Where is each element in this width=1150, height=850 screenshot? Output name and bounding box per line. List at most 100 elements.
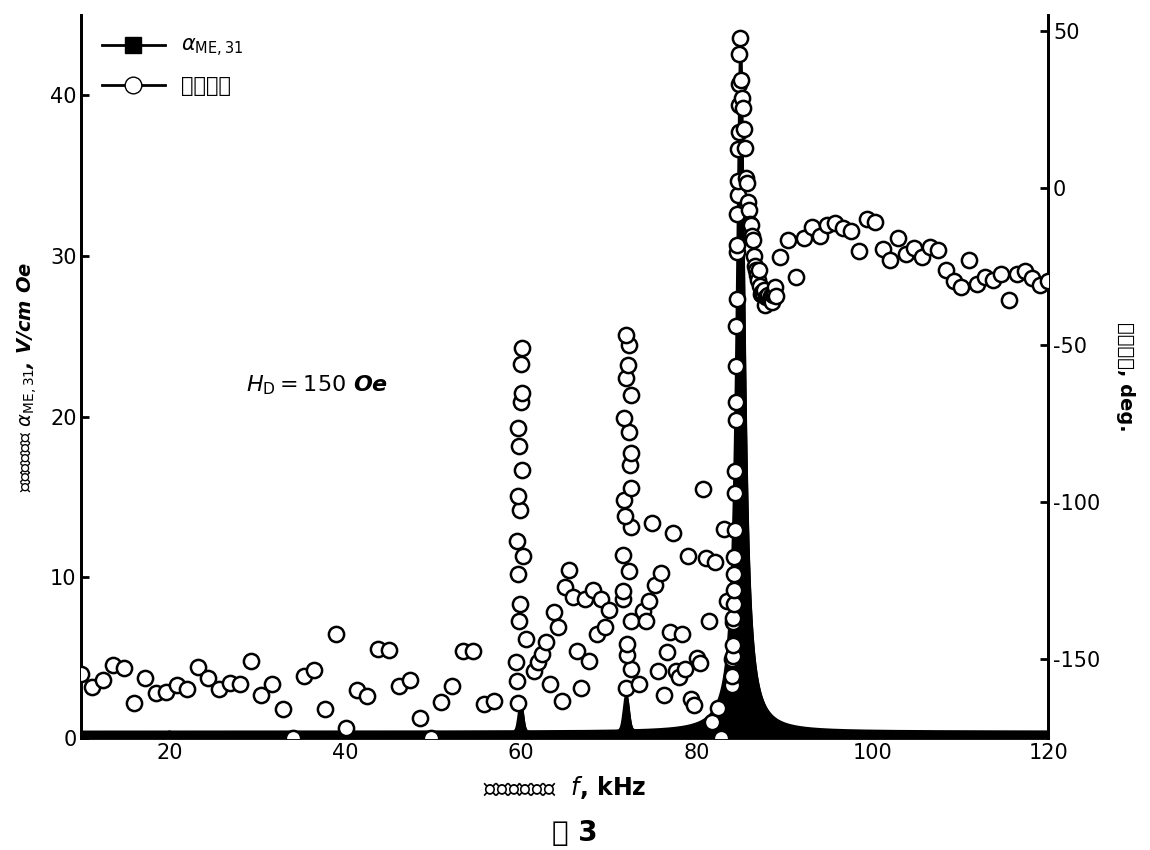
Point (748, 268, 766, 281)
Point (739, 203, 758, 217)
Point (905, 241, 923, 255)
Point (697, 552, 715, 565)
Point (1024, 271, 1042, 285)
Point (743, 229, 761, 242)
Point (669, 670, 688, 683)
Point (723, 649, 742, 663)
Point (511, 598, 529, 611)
Point (93, 673, 112, 687)
Point (189, 660, 207, 674)
Point (622, 614, 641, 627)
Point (616, 371, 635, 385)
Point (552, 694, 570, 708)
Point (616, 509, 635, 523)
Point (115, 661, 133, 675)
Point (760, 292, 779, 306)
Point (400, 673, 419, 687)
Point (614, 584, 632, 598)
Point (741, 217, 759, 230)
Point (803, 220, 821, 234)
Point (622, 662, 641, 676)
Point (1032, 278, 1050, 292)
Point (347, 683, 366, 696)
Point (508, 567, 527, 581)
Point (787, 270, 805, 284)
Point (443, 679, 461, 693)
Point (327, 627, 345, 641)
Point (485, 694, 504, 708)
Point (619, 358, 637, 371)
Point (146, 686, 164, 700)
Point (511, 439, 529, 453)
Point (759, 288, 777, 302)
Point (728, 238, 746, 252)
Point (560, 564, 578, 577)
Point (584, 583, 603, 597)
Point (710, 701, 728, 715)
Point (706, 555, 724, 569)
Point (727, 395, 745, 409)
Point (72, 667, 91, 681)
Point (509, 489, 528, 502)
Point (1015, 264, 1034, 278)
Point (968, 278, 987, 292)
Point (508, 674, 527, 688)
Point (960, 253, 979, 267)
Point (380, 643, 398, 656)
Point (620, 426, 638, 439)
Point (718, 594, 736, 608)
Point (618, 681, 636, 694)
Point (252, 688, 270, 702)
Point (881, 253, 899, 267)
Point (508, 422, 527, 435)
Point (850, 245, 868, 258)
Point (369, 642, 388, 655)
Point (730, 31, 749, 45)
Point (664, 526, 682, 540)
Point (614, 548, 632, 562)
Point (622, 481, 641, 495)
Point (795, 231, 813, 245)
Point (728, 245, 746, 258)
Point (722, 678, 741, 692)
Point (588, 627, 606, 641)
Point (507, 654, 526, 668)
Point (513, 463, 531, 477)
Point (512, 357, 530, 371)
Point (889, 231, 907, 245)
Point (724, 583, 743, 597)
Point (557, 581, 575, 594)
Point (826, 217, 844, 230)
Point (316, 702, 335, 716)
Point (411, 711, 429, 724)
Point (619, 638, 637, 651)
Point (667, 664, 685, 677)
Point (757, 290, 775, 303)
Point (746, 259, 765, 273)
Point (761, 289, 780, 303)
Point (620, 564, 638, 578)
Point (507, 534, 526, 547)
Point (513, 342, 531, 355)
Point (921, 241, 940, 254)
Point (730, 76, 749, 90)
Point (724, 611, 743, 625)
Point (757, 298, 775, 312)
Point (742, 218, 760, 231)
Point (231, 677, 250, 691)
Point (913, 250, 932, 264)
Point (693, 483, 712, 496)
Point (390, 680, 408, 694)
Point (952, 280, 971, 293)
Point (565, 590, 583, 604)
Point (712, 731, 730, 745)
Text: $H$$_\mathrm{D}$$=150$ Oe: $H$$_\mathrm{D}$$=150$ Oe (246, 373, 388, 397)
Point (866, 216, 884, 230)
Point (818, 218, 836, 232)
Point (999, 292, 1018, 306)
Point (700, 615, 719, 628)
Point (842, 224, 860, 238)
Point (616, 328, 635, 342)
Point (544, 605, 562, 619)
Point (726, 464, 744, 478)
